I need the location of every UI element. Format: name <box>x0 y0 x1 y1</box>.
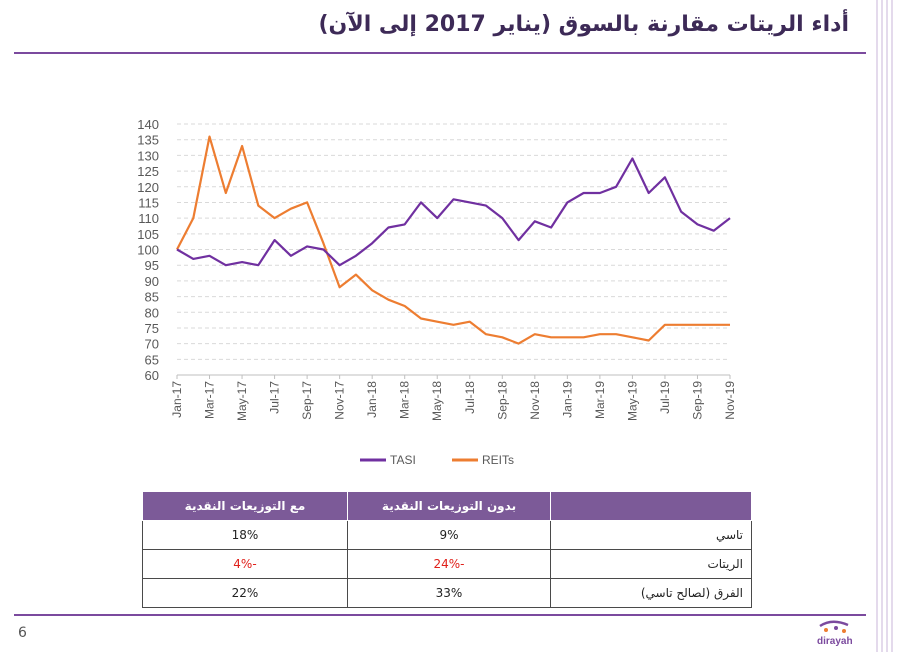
footer-divider <box>14 614 866 616</box>
y-tick-label: 85 <box>145 290 159 305</box>
table-header-with: مع التوزيعات النقدية <box>142 491 348 521</box>
x-tick-label: Jul-19 <box>658 381 672 414</box>
y-tick-label: 140 <box>137 117 159 132</box>
table-row: الفرق (لصالح تاسي) 33% 22% <box>142 578 752 608</box>
x-tick-label: Mar-18 <box>398 381 412 419</box>
table-header-label <box>550 491 752 521</box>
chart-legend: TASI REITs <box>360 453 514 467</box>
x-tick-label: Nov-18 <box>528 381 542 420</box>
x-tick-label: Jan-18 <box>365 381 379 418</box>
table-row: الريتات -24% -4% <box>142 549 752 579</box>
page-number: 6 <box>18 625 27 641</box>
x-tick-label: Mar-17 <box>203 381 217 419</box>
cell-with: -4% <box>142 549 348 579</box>
cell-without: 33% <box>347 578 551 608</box>
y-tick-label: 115 <box>138 195 159 210</box>
x-tick-label: Jan-19 <box>560 381 574 418</box>
legend-label-tasi: TASI <box>390 453 416 467</box>
cell-without: 9% <box>347 520 551 550</box>
x-tick-label: Jul-18 <box>463 381 477 414</box>
x-axis-ticks: Jan-17 Mar-17 May-17 Jul-17 Sep-17 Nov-17 Jan-… <box>170 375 737 421</box>
y-tick-label: 95 <box>145 258 159 273</box>
y-tick-label: 60 <box>145 368 159 383</box>
x-tick-label: Jul-17 <box>268 381 282 414</box>
x-tick-label: Nov-19 <box>723 381 737 420</box>
x-tick-label: May-19 <box>625 381 639 421</box>
series-line-tasi <box>176 157 731 267</box>
returns-table: بدون التوزيعات النقدية مع التوزيعات النق… <box>142 491 752 608</box>
series-line-reits <box>176 135 730 345</box>
y-tick-label: 135 <box>137 133 159 148</box>
x-tick-label: Mar-19 <box>593 381 607 419</box>
y-tick-label: 65 <box>145 352 159 367</box>
slide-title: أداء الريتات مقارنة بالسوق (يناير 2017 إ… <box>318 12 849 37</box>
x-tick-label: May-18 <box>430 381 444 421</box>
x-tick-label: Sep-18 <box>495 381 509 420</box>
dirayah-logo: dirayah <box>817 620 853 647</box>
chart-series <box>176 135 731 345</box>
x-tick-label: May-17 <box>235 381 249 421</box>
y-tick-label: 120 <box>137 180 159 195</box>
x-tick-label: Nov-17 <box>333 381 347 420</box>
y-tick-label: 110 <box>138 211 159 226</box>
y-tick-label: 105 <box>137 227 159 242</box>
row-label: تاسي <box>550 520 752 550</box>
y-tick-label: 75 <box>145 321 159 336</box>
y-tick-label: 125 <box>137 164 159 179</box>
table-header-without: بدون التوزيعات النقدية <box>347 491 551 521</box>
y-axis-ticks: 6065707580859095100105110115120125130135… <box>137 117 159 383</box>
x-tick-label: Sep-19 <box>690 381 704 420</box>
legend-label-reits: REITs <box>482 453 514 467</box>
y-tick-label: 70 <box>145 337 159 352</box>
y-tick-label: 80 <box>145 305 159 320</box>
cell-with: 18% <box>142 520 348 550</box>
y-tick-label: 130 <box>137 148 159 163</box>
chart-gridlines <box>177 123 730 360</box>
row-label: الريتات <box>550 549 752 579</box>
y-tick-label: 100 <box>137 243 159 258</box>
svg-text:dirayah: dirayah <box>817 636 853 647</box>
table-row: تاسي 9% 18% <box>142 520 752 550</box>
y-tick-label: 90 <box>145 274 159 289</box>
table-header-row: بدون التوزيعات النقدية مع التوزيعات النق… <box>142 491 752 521</box>
decorative-lines <box>876 0 893 652</box>
row-label: الفرق (لصالح تاسي) <box>550 578 752 608</box>
cell-with: 22% <box>142 578 348 608</box>
title-divider <box>14 52 866 54</box>
x-tick-label: Sep-17 <box>300 381 314 420</box>
cell-without: -24% <box>347 549 551 579</box>
x-tick-label: Jan-17 <box>170 381 184 418</box>
performance-line-chart: 6065707580859095100105110115120125130135… <box>137 117 737 467</box>
